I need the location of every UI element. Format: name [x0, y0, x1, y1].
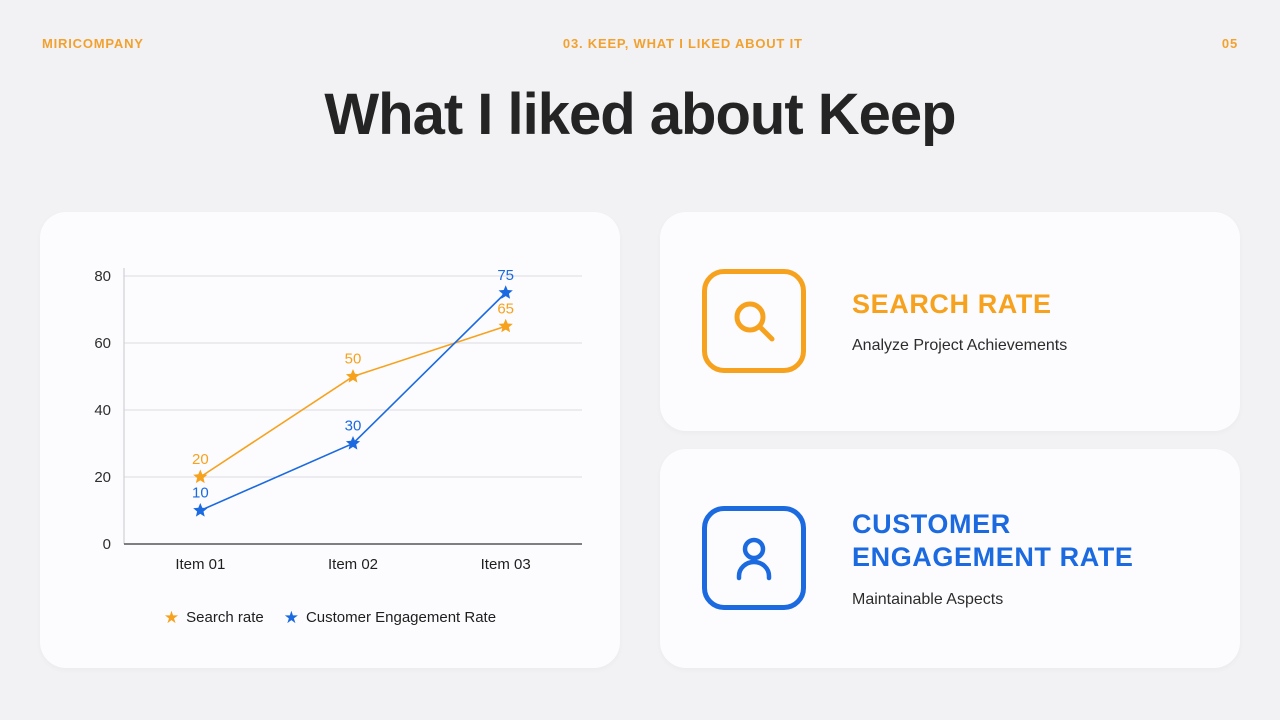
- section-label: 03. KEEP, WHAT I LIKED ABOUT IT: [562, 36, 803, 51]
- slide-header: MIRICOMPANY 03. KEEP, WHAT I LIKED ABOUT…: [0, 0, 1280, 51]
- svg-text:65: 65: [497, 300, 514, 317]
- star-marker-icon: ★: [283, 607, 299, 627]
- svg-text:80: 80: [94, 268, 111, 285]
- page-number: 05: [1221, 36, 1238, 51]
- legend-item-customer-engagement: ★ Customer Engagement Rate: [284, 609, 496, 626]
- line-chart: 0 20 40 60 80 Item 01 Item 02 Item 03 20 50 65 10 30…: [94, 267, 582, 573]
- card-description: Analyze Project Achievements: [852, 337, 1068, 355]
- svg-text:50: 50: [345, 350, 362, 367]
- customer-engagement-content: CUSTOMER ENGAGEMENT RATE Maintainable As…: [852, 508, 1198, 610]
- search-rate-content: SEARCH RATE Analyze Project Achievements: [852, 288, 1067, 356]
- svg-text:75: 75: [497, 267, 514, 284]
- person-icon-box: [702, 506, 806, 611]
- svg-text:0: 0: [103, 536, 111, 553]
- info-cards-column: SEARCH RATE Analyze Project Achievements…: [660, 211, 1240, 668]
- svg-text:Item 03: Item 03: [481, 556, 531, 573]
- legend-label: Customer Engagement Rate: [305, 608, 497, 626]
- legend-label: Search rate: [186, 608, 264, 626]
- svg-text:40: 40: [94, 402, 111, 419]
- chart-legend: ★ Search rate ★ Customer Engagement Rate: [68, 609, 592, 626]
- slide-title: What I liked about Keep: [324, 82, 956, 147]
- company-label: MIRICOMPANY: [42, 36, 144, 51]
- svg-text:Item 01: Item 01: [175, 556, 225, 573]
- card-title: SEARCH RATE: [852, 288, 1052, 319]
- card-title: CUSTOMER ENGAGEMENT RATE: [852, 508, 1134, 573]
- svg-text:30: 30: [345, 417, 362, 434]
- search-icon: [734, 301, 775, 342]
- svg-text:60: 60: [94, 335, 111, 352]
- star-marker-icon: ★: [163, 607, 180, 627]
- svg-text:20: 20: [192, 451, 209, 468]
- search-rate-card: SEARCH RATE Analyze Project Achievements: [660, 211, 1240, 431]
- card-description: Maintainable Aspects: [852, 591, 1004, 609]
- legend-item-search-rate: ★ Search rate: [164, 609, 264, 626]
- svg-text:10: 10: [192, 484, 209, 501]
- search-icon-box: [702, 269, 806, 374]
- chart-card: 0 20 40 60 80 Item 01 Item 02 Item 03 20 50 65 10 30…: [40, 211, 620, 668]
- svg-text:Item 02: Item 02: [328, 556, 378, 573]
- person-icon: [736, 538, 772, 581]
- customer-engagement-card: CUSTOMER ENGAGEMENT RATE Maintainable As…: [660, 448, 1240, 668]
- slide-body: 0 20 40 60 80 Item 01 Item 02 Item 03 20 50 65 10 30…: [0, 211, 1280, 668]
- svg-text:20: 20: [94, 469, 111, 486]
